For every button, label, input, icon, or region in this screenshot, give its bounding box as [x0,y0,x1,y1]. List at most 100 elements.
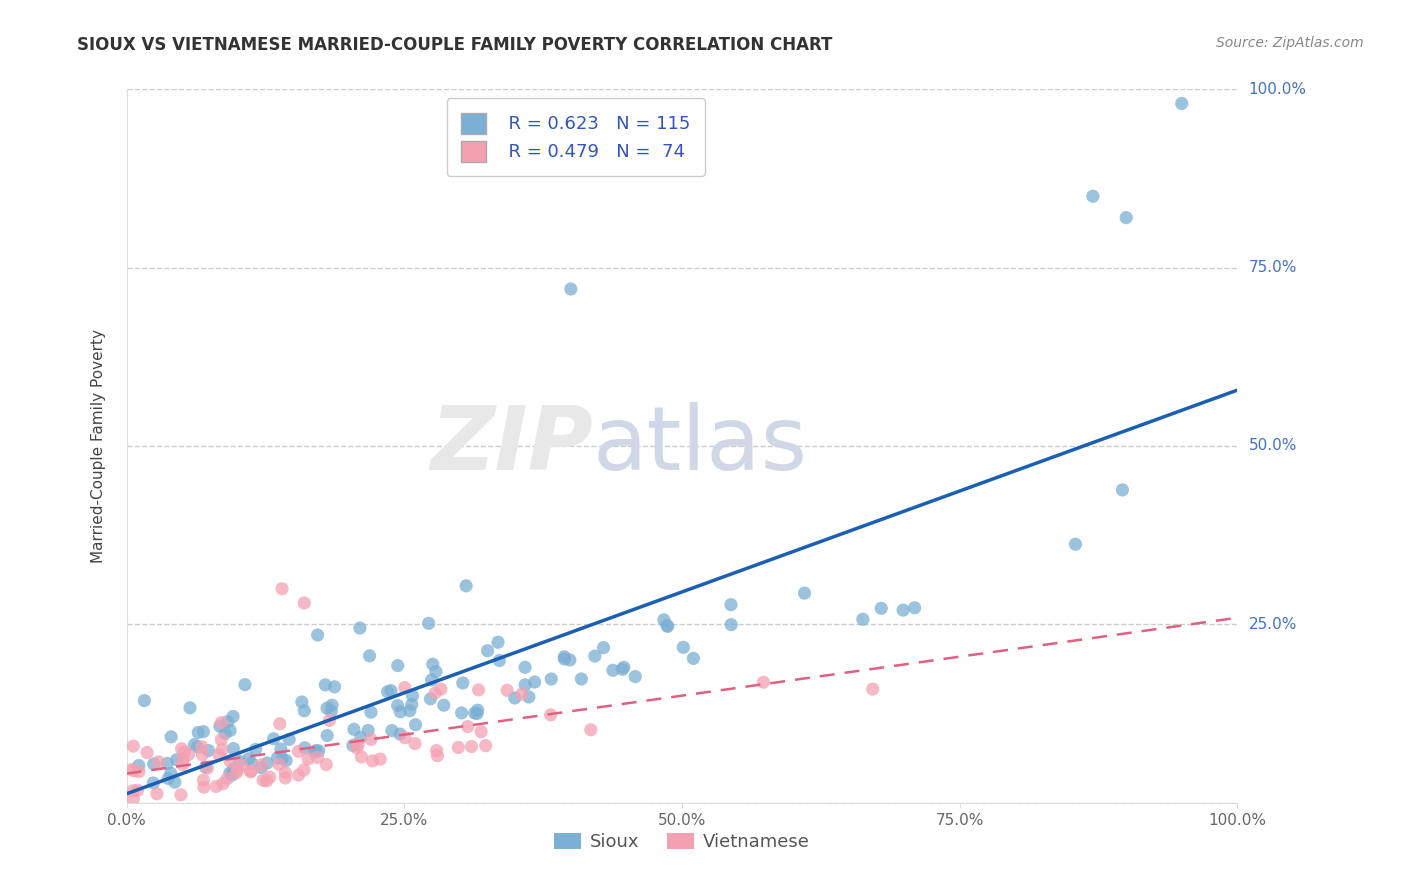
Point [477,643,499,657]
Point [163,775,186,789]
Point [179,701,201,715]
Point [346,740,368,755]
Point [226,763,249,777]
Point [470,724,492,739]
Point [142,756,165,771]
Point [274,771,297,785]
Point [517,690,540,704]
Point [240,764,263,778]
Point [122,764,145,778]
Point [1170,96,1192,111]
Point [208,747,231,762]
Point [389,727,412,741]
Point [266,751,288,765]
Point [387,658,409,673]
Point [263,731,285,746]
Point [252,773,274,788]
Point [122,792,145,806]
Point [433,698,456,713]
Point [218,766,240,780]
Point [426,748,449,763]
Point [422,657,444,672]
Point [583,649,606,664]
Text: 50.0%: 50.0% [1249,439,1296,453]
Point [655,618,678,632]
Point [209,732,232,747]
Point [361,754,384,768]
Point [457,719,479,733]
Point [225,765,247,780]
Point [212,777,235,791]
Point [274,765,297,780]
Point [389,705,412,719]
Point [170,788,193,802]
Point [209,715,232,730]
Point [523,675,546,690]
Point [380,683,402,698]
Text: SIOUX VS VIETNAMESE MARRIED-COUPLE FAMILY POVERTY CORRELATION CHART: SIOUX VS VIETNAMESE MARRIED-COUPLE FAMIL… [77,36,832,54]
Point [159,766,181,780]
Point [418,616,440,631]
Point [292,596,315,610]
Point [304,745,326,759]
Point [401,698,423,712]
Point [287,768,309,782]
Point [852,612,875,626]
Point [399,704,422,718]
Point [1064,537,1087,551]
Point [193,780,215,795]
Point [1111,483,1133,497]
Point [515,678,537,692]
Point [187,725,209,739]
Point [292,763,315,777]
Point [238,752,260,766]
Text: atlas: atlas [593,402,808,490]
Point [205,780,228,794]
Point [134,693,156,707]
Point [349,621,371,635]
Point [360,705,382,719]
Point [720,617,742,632]
Point [191,747,214,762]
Point [425,665,447,679]
Point [231,758,253,772]
Point [323,680,346,694]
Point [276,754,298,768]
Point [214,726,236,740]
Point [401,689,423,703]
Point [245,742,267,756]
Point [157,772,180,786]
Point [197,761,219,775]
Point [177,747,200,762]
Point [122,784,145,798]
Point [602,663,624,677]
Point [307,750,329,764]
Point [217,772,239,786]
Text: ZIP: ZIP [430,402,593,490]
Point [217,714,239,729]
Point [540,672,562,686]
Point [793,586,815,600]
Point [464,706,486,720]
Point [166,753,188,767]
Point [672,640,695,655]
Point [423,686,446,700]
Point [250,761,273,775]
Point [467,703,489,717]
Point [250,757,273,772]
Point [513,660,536,674]
Point [560,282,582,296]
Point [297,752,319,766]
Point [170,741,193,756]
Point [259,770,281,784]
Text: 100.0%: 100.0% [1249,82,1306,96]
Point [752,675,775,690]
Point [1115,211,1137,225]
Point [450,706,472,720]
Point [451,676,474,690]
Point [228,755,250,769]
Point [291,695,314,709]
Point [287,744,309,758]
Point [460,739,482,754]
Point [891,603,914,617]
